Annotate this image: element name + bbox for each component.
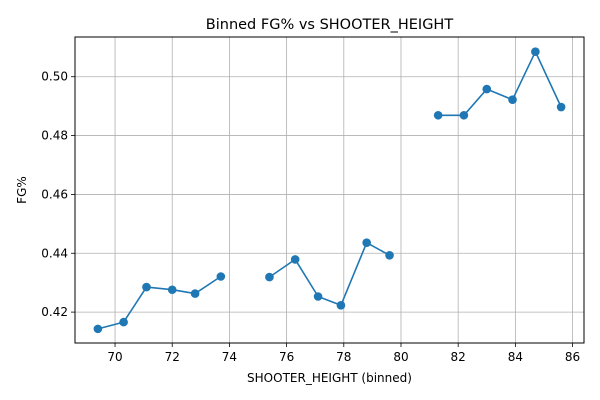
- data-point: [385, 251, 394, 260]
- data-point: [531, 47, 540, 57]
- x-tick-label: 82: [451, 350, 466, 364]
- data-point: [433, 110, 443, 120]
- data-point: [362, 238, 371, 247]
- x-axis-ticks: 70 72 74 76 78 80 82 84 86: [107, 343, 580, 364]
- x-tick-label: 70: [107, 350, 122, 364]
- data-point: [508, 95, 517, 104]
- data-point: [290, 255, 300, 264]
- plot-frame: [74, 36, 585, 344]
- x-axis-label: SHOOTER_HEIGHT (binned): [247, 371, 412, 385]
- y-tick-label: 0.42: [41, 305, 68, 319]
- data-point: [93, 324, 103, 334]
- data-point: [336, 301, 346, 310]
- y-axis-label: FG%: [15, 176, 29, 204]
- chart-title: Binned FG% vs SHOOTER_HEIGHT: [206, 17, 454, 33]
- data-point: [556, 102, 566, 112]
- y-tick-label: 0.44: [41, 246, 68, 260]
- x-tick-label: 72: [165, 350, 180, 364]
- data-point: [167, 285, 177, 295]
- y-tick-label: 0.50: [41, 70, 68, 84]
- data-point: [190, 289, 200, 298]
- data-point: [216, 272, 226, 281]
- data-point: [482, 84, 492, 94]
- data-point: [119, 317, 128, 327]
- x-tick-label: 78: [336, 350, 351, 364]
- series-line: [268, 241, 390, 307]
- grid: [75, 37, 584, 343]
- series-line: [97, 275, 222, 330]
- y-tick-label: 0.46: [41, 187, 68, 201]
- data-point: [313, 292, 323, 301]
- x-tick-label: 80: [393, 350, 408, 364]
- y-axis-ticks: 0.42 0.44 0.46 0.48 0.50: [41, 70, 75, 319]
- y-tick-label: 0.48: [41, 129, 68, 143]
- x-tick-label: 76: [279, 350, 294, 364]
- data-point: [265, 272, 274, 282]
- x-tick-label: 84: [508, 350, 523, 364]
- data-point: [459, 110, 469, 120]
- x-tick-label: 74: [222, 350, 237, 364]
- data-point: [142, 282, 151, 292]
- series-points: [93, 47, 566, 334]
- x-tick-label: 86: [565, 350, 580, 364]
